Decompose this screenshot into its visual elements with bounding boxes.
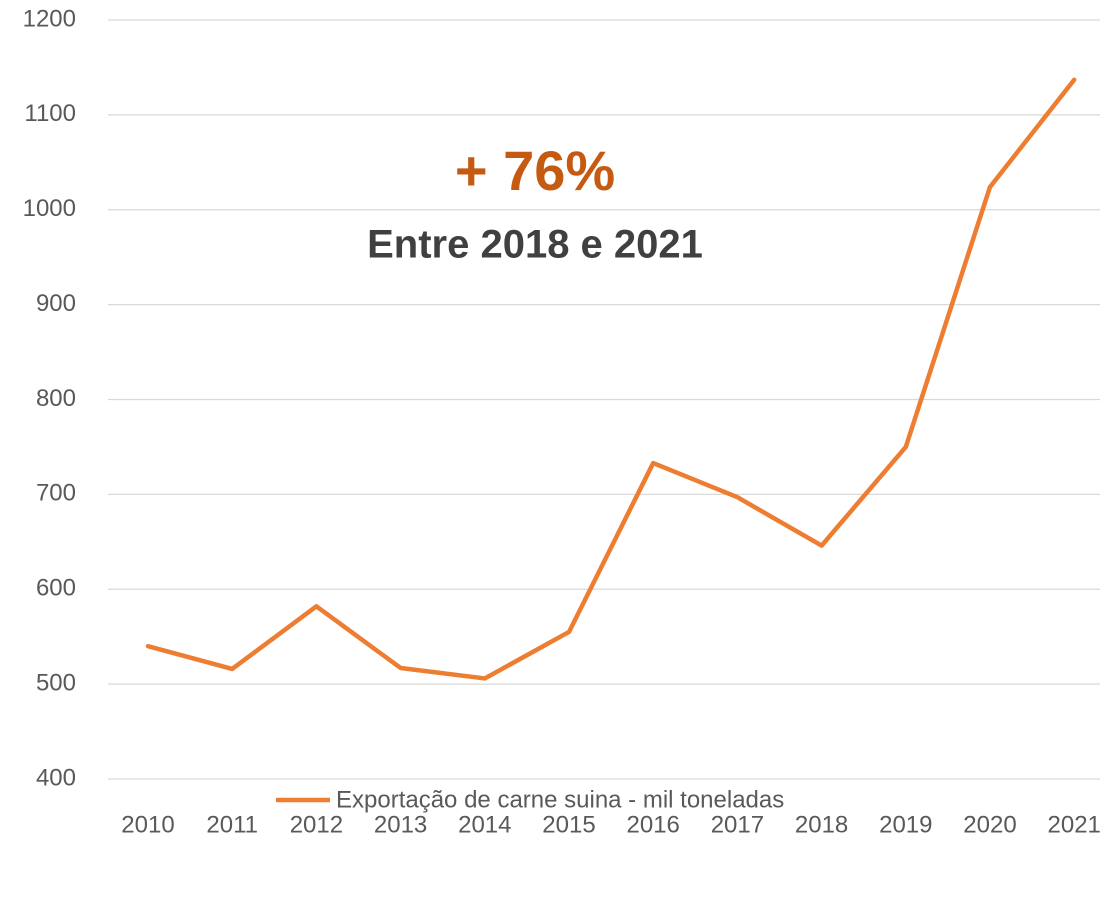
y-tick-label: 1100 <box>24 100 76 127</box>
x-tick-label: 2011 <box>206 811 258 838</box>
x-tick-label: 2016 <box>627 811 680 838</box>
x-tick-label: 2015 <box>542 811 595 838</box>
data-line <box>145 77 1077 681</box>
y-tick-label: 600 <box>36 575 76 602</box>
x-tick-label: 2021 <box>1048 811 1101 838</box>
annotation-percent: + 76% <box>455 139 615 202</box>
x-tick-label: 2013 <box>374 811 427 838</box>
x-tick-label: 2018 <box>795 811 848 838</box>
x-tick-label: 2017 <box>711 811 764 838</box>
y-tick-label: 1000 <box>23 195 76 222</box>
legend-label: Exportação de carne suina - mil tonelada… <box>336 786 784 813</box>
y-tick-label: 500 <box>36 669 76 696</box>
x-tick-label: 2010 <box>121 811 174 838</box>
y-tick-label: 400 <box>36 764 76 791</box>
y-tick-label: 900 <box>36 290 76 317</box>
x-tick-label: 2012 <box>290 811 343 838</box>
y-tick-label: 800 <box>36 385 76 412</box>
x-tick-label: 2020 <box>963 811 1016 838</box>
x-tick-label: 2019 <box>879 811 932 838</box>
y-tick-label: 700 <box>36 480 76 507</box>
y-tick-label: 1200 <box>23 5 76 32</box>
annotation-period: Entre 2018 e 2021 <box>367 223 703 267</box>
x-tick-label: 2014 <box>458 811 511 838</box>
